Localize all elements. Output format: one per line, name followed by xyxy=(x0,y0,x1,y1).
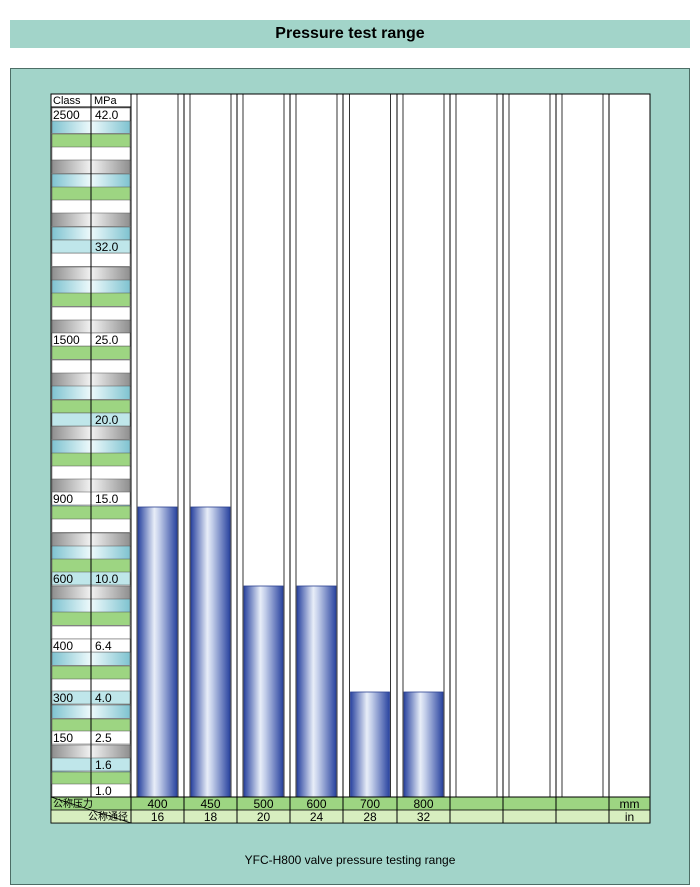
scale-column: Class MPa 2500 42.0 32.0 1500 25.0 20.0 900 15.0 6… xyxy=(50,93,132,798)
bar-450 xyxy=(190,506,231,798)
bar-500 xyxy=(243,585,284,798)
title-bar: Pressure test range xyxy=(10,20,690,48)
scale-mpa-label: 32.0 xyxy=(95,240,119,254)
scale-mpa-header: MPa xyxy=(94,95,118,107)
footer-in-unit: in xyxy=(625,810,634,824)
footer-in-label: 28 xyxy=(363,810,377,824)
footer-mm-label: 600 xyxy=(306,797,326,811)
scale-mpa-label: 25.0 xyxy=(95,333,119,347)
footer-mm-unit: mm xyxy=(620,797,640,811)
footer-in-label: 32 xyxy=(417,810,431,824)
scale-class-label: 2500 xyxy=(53,108,80,122)
footer-row1-label: 公称压力 xyxy=(53,797,93,810)
footer-in-label: 16 xyxy=(151,810,165,824)
scale-class-label: 1500 xyxy=(53,333,80,347)
scale-mpa-label: 15.0 xyxy=(95,492,119,506)
scale-mpa-label: 1.0 xyxy=(95,784,112,798)
footer-mm-label: 450 xyxy=(200,797,220,811)
scale-mpa-label: 10.0 xyxy=(95,572,119,586)
footer-mm-label: 700 xyxy=(360,797,380,811)
scale-class-label: 150 xyxy=(53,731,73,745)
scale-mpa-label: 6.4 xyxy=(95,639,112,653)
scale-class-label: 400 xyxy=(53,639,73,653)
footer-in-label: 24 xyxy=(310,810,324,824)
scale-class-label: 900 xyxy=(53,492,73,506)
footer-in-label: 18 xyxy=(204,810,218,824)
scale-mpa-label: 42.0 xyxy=(95,108,119,122)
footer-mm-label: 500 xyxy=(253,797,273,811)
bar-800 xyxy=(403,691,444,798)
footer-row2 xyxy=(50,809,651,824)
scale-mpa-label: 20.0 xyxy=(95,413,119,427)
scale-mpa-label: 4.0 xyxy=(95,691,112,705)
footer-mm-label: 400 xyxy=(147,797,167,811)
chart-caption: YFC-H800 valve pressure testing range xyxy=(244,853,456,867)
bars xyxy=(137,506,444,798)
footer-mm-label: 800 xyxy=(413,797,433,811)
bar-600 xyxy=(296,585,337,798)
footer-in-label: 20 xyxy=(257,810,271,824)
bar-columns-grid xyxy=(130,93,651,798)
footer-row2-label: 公称通径 xyxy=(88,810,128,823)
scale-class-label: 600 xyxy=(53,572,73,586)
page-title: Pressure test range xyxy=(275,25,425,42)
scale-class-header: Class xyxy=(53,95,81,107)
footer-diagonal xyxy=(50,796,132,824)
scale-class-label: 300 xyxy=(53,691,73,705)
scale-mpa-label: 1.6 xyxy=(95,758,112,772)
scale-mpa-label: 2.5 xyxy=(95,731,112,745)
bar-400 xyxy=(137,506,178,798)
bar-700 xyxy=(350,691,390,798)
